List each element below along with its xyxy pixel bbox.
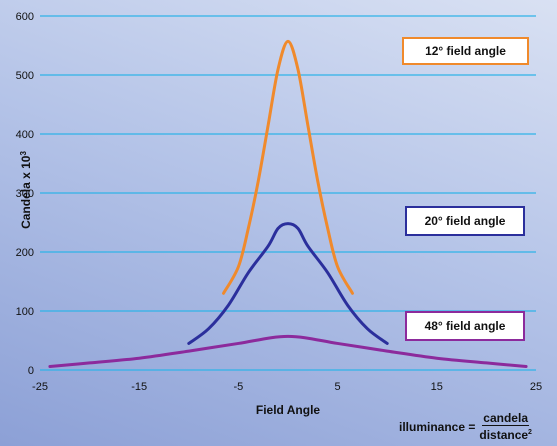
legend-box-0	[402, 37, 529, 65]
series-line-1	[187, 222, 389, 345]
legend-label-1: 20° field angle	[425, 214, 506, 228]
series-line-2	[48, 334, 528, 368]
series-line-0	[222, 39, 354, 295]
formula-denominator-wrap: distance2	[479, 426, 532, 442]
x-tick-label-1: -15	[131, 381, 147, 393]
legend-box-1	[405, 206, 525, 236]
y-tick-label-1: 100	[16, 306, 34, 318]
series-lines	[48, 39, 528, 368]
legend-item-2: 48° field angle	[405, 311, 525, 341]
y-axis-ticks: 0 100 200 300 400 500 600	[16, 11, 34, 377]
x-tick-label-3: 5	[335, 381, 341, 393]
x-axis-ticks: -25 -15 -5 5 15 25	[32, 381, 542, 393]
y-tick-label-2: 200	[16, 247, 34, 259]
x-tick-label-0: -25	[32, 381, 48, 393]
formula-lhs: illuminance =	[399, 420, 476, 434]
y-tick-label-0: 0	[28, 365, 34, 377]
y-tick-label-4: 400	[16, 129, 34, 141]
x-axis-title: Field Angle	[256, 403, 321, 417]
formula-denominator-superscript: 2	[528, 429, 532, 436]
formula-numerator: candela	[482, 411, 529, 426]
gridlines	[40, 15, 536, 371]
x-tick-label-2: -5	[234, 381, 244, 393]
legend-label-0: 12° field angle	[425, 44, 506, 58]
y-tick-label-3: 300	[16, 188, 34, 200]
formula-fraction: candela distance2	[479, 412, 532, 442]
y-axis-title: Candela x 103	[19, 151, 34, 229]
y-axis-title-superscript: 3	[19, 151, 28, 156]
legend-label-2: 48° field angle	[425, 319, 506, 333]
legend-item-0: 12° field angle	[402, 37, 529, 65]
y-tick-label-5: 500	[16, 70, 34, 82]
legend-box-2	[405, 311, 525, 341]
x-tick-label-5: 25	[530, 381, 542, 393]
formula-denominator: distance	[479, 428, 529, 442]
illuminance-formula: illuminance = candela distance2	[399, 412, 532, 442]
legend: 12° field angle 20° field angle 48° field …	[402, 37, 529, 341]
y-axis-title-text: Candela x 10	[19, 155, 33, 229]
x-tick-label-4: 15	[431, 381, 443, 393]
y-tick-label-6: 600	[16, 11, 34, 23]
legend-item-1: 20° field angle	[405, 206, 525, 236]
